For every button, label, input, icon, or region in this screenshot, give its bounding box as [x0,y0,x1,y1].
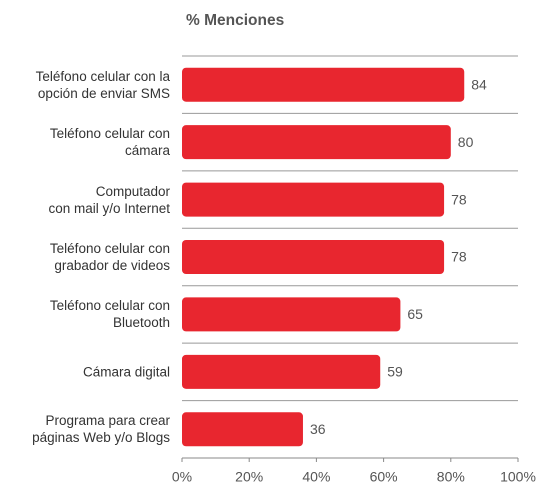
category-label: Teléfono celular con Bluetooth [49,298,170,331]
bar [182,240,445,274]
value-label: 36 [310,421,326,437]
value-label: 78 [451,249,467,265]
category-label: Cámara digital [82,364,170,380]
x-tick-label: 100% [500,469,536,485]
category-label: Computador con mail y/o Internet [48,183,170,216]
bar [182,412,303,447]
x-tick-label: 60% [370,469,398,485]
x-tick-label: 0% [172,469,192,485]
bar [182,67,465,102]
value-label: 65 [407,306,423,322]
bar [182,354,381,389]
x-tick-label: 20% [235,469,263,485]
category-label: Teléfono celular con la opción de enviar… [35,68,170,101]
x-tick-label: 80% [437,469,465,485]
category-label: Programa para crear páginas Web y/o Blog… [32,413,170,446]
category-label: Teléfono celular con cámara [49,126,170,159]
x-tick-label: 40% [302,469,330,485]
bar [182,297,401,332]
value-label: 59 [387,364,403,380]
value-label: 84 [471,76,487,92]
category-label: Teléfono celular con grabador de videos [49,241,170,273]
bar [182,182,445,217]
value-label: 78 [451,191,467,207]
chart-title: % Menciones [186,12,285,29]
bar [182,125,451,160]
value-label: 80 [458,134,474,150]
